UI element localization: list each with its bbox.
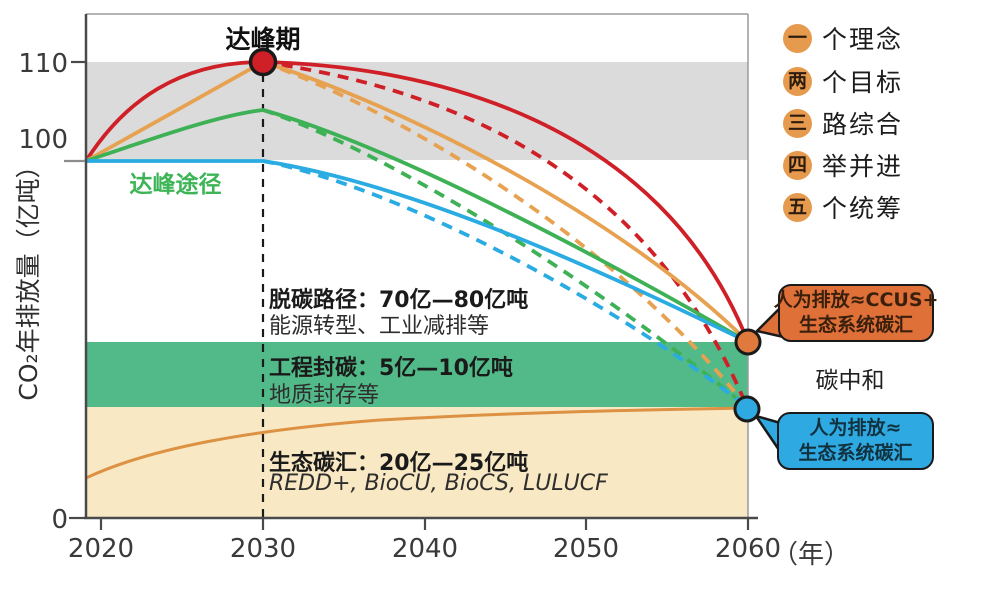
legend-item-4: 四 举并进 [783, 150, 904, 181]
ccus-endpoint-dot [734, 328, 762, 356]
legend-label-5: 个统筹 [822, 194, 904, 223]
engineering-ccs-band [86, 342, 748, 407]
x-tick-label-2040: 2040 [391, 534, 459, 564]
y-tick-label-110: 110 [18, 49, 68, 79]
eco-callout-line1: 人为排放≈ [809, 417, 902, 440]
curve-blue-solid [86, 159, 749, 344]
legend-badge-2: 两 [783, 66, 812, 96]
legend-label-3: 路综合 [822, 110, 904, 139]
eco-band-title: 生态碳汇：20亿—25亿吨 [269, 451, 529, 476]
ccus-callout-line2: 生态系统碳汇 [798, 314, 913, 336]
legend-label-4: 举并进 [822, 152, 904, 181]
legend-item-1: 一 个理念 [783, 23, 904, 54]
legend-item-2: 两 个目标 [783, 66, 904, 97]
x-tick-label-2060: 2060 [714, 534, 782, 564]
curve-orange-solid [85, 59, 750, 344]
legend-item-5: 五 个统筹 [783, 192, 904, 223]
x-tick-label-2050: 2050 [552, 534, 620, 564]
engineering-band-subtitle: 地质封存等 [269, 383, 380, 408]
ccus-callout: 人为排放≈CCUS+ 生态系统碳汇 [774, 284, 938, 342]
legend-badge-4: 四 [783, 150, 812, 180]
legend-label-2: 个目标 [822, 68, 904, 97]
legend-item-3: 三 路综合 [783, 108, 904, 139]
eco-callout: 人为排放≈ 生态系统碳汇 [777, 412, 934, 470]
decarbon-band-title: 脱碳路径：70亿—80亿吨 [269, 288, 529, 313]
eco-band-subtitle: REDD+, BioCU, BioCS, LULUCF [269, 471, 608, 496]
eco-callout-line2: 生态系统碳汇 [798, 442, 913, 464]
decarbon-band-subtitle: 能源转型、工业减排等 [269, 314, 490, 339]
x-axis-unit-label: （年） [772, 540, 851, 570]
ccus-callout-line1: 人为排放≈CCUS+ [773, 289, 939, 312]
peak-dot [248, 47, 278, 77]
curve-green-dashed [262, 108, 749, 409]
legend-badge-5: 五 [783, 192, 812, 222]
x-tick-label-2020: 2020 [67, 534, 135, 564]
legend-badge-1: 一 [783, 23, 812, 53]
curve-green-solid [85, 108, 749, 344]
carbon-neutral-label: 碳中和 [815, 368, 885, 394]
y-tick-label-0: 0 [51, 505, 68, 535]
curve-red-solid [84, 60, 750, 343]
x-tick-label-2030: 2030 [229, 534, 297, 564]
eco-sink-curve [85, 406, 749, 480]
engineering-band-title: 工程封碳：5亿—10亿吨 [269, 356, 513, 381]
legend-label-1: 个理念 [822, 25, 904, 54]
eco-sink-band [86, 407, 748, 518]
y-axis-title: CO₂年排放量（亿吨） [14, 153, 43, 401]
curve-orange-dashed [262, 60, 749, 409]
peak-period-label: 达峰期 [225, 25, 301, 54]
y-tick-label-100: 100 [18, 125, 68, 155]
eco-endpoint-dot [733, 395, 761, 423]
curve-blue-dashed [262, 159, 749, 409]
curve-red-dashed [262, 60, 749, 408]
peak-pathway-label: 达峰途径 [129, 172, 222, 198]
legend-badge-3: 三 [783, 108, 812, 138]
